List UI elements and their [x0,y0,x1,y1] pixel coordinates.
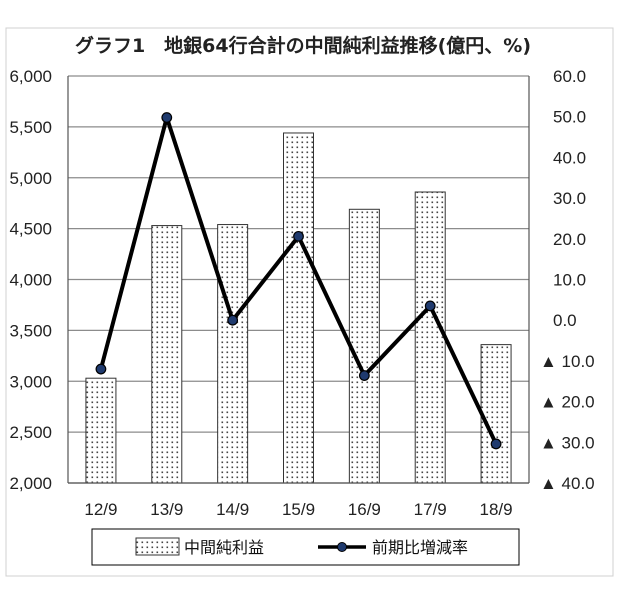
point-18/9 [490,438,502,450]
y-right-tick-label: 0.0 [553,311,577,330]
y-right-tick-label: ▲ 20.0 [540,393,595,412]
bar-13/9 [151,225,183,484]
bar-16/9 [348,208,380,484]
bar-12/9 [85,377,117,484]
y-left-tick-label: 2,500 [9,423,52,442]
y-left-tick-label: 4,500 [9,220,52,239]
x-tick-label: 17/9 [414,500,447,519]
legend-bar-label: 中間純利益 [184,538,264,557]
y-left-tick-label: 3,000 [9,372,52,391]
y-left-tick-label: 5,000 [9,169,52,188]
y-right-tick-label: 30.0 [553,189,586,208]
y-left-tick-label: 6,000 [9,67,52,86]
point-17/9 [424,300,436,312]
y-right-tick-label: ▲ 40.0 [540,474,595,493]
y-right-tick-label: 10.0 [553,271,586,290]
x-tick-label: 13/9 [150,500,183,519]
bar-18/9 [480,344,512,484]
legend-line-label: 前期比増減率 [372,538,468,557]
y-left-tick-label: 3,500 [9,321,52,340]
x-tick-label: 12/9 [84,500,117,519]
y-left-tick-label: 2,000 [9,474,52,493]
point-15/9 [293,230,304,242]
axes [67,76,530,484]
y-right-tick-label: 40.0 [553,148,586,167]
bar-14/9 [217,224,249,484]
x-tick-label: 15/9 [282,500,315,519]
y-right-tick-label: 60.0 [553,67,586,86]
y-right-tick-label: ▲ 30.0 [540,433,595,452]
point-12/9 [95,363,107,375]
point-14/9 [227,314,239,326]
x-tick-label: 18/9 [480,500,513,519]
point-13/9 [161,112,173,123]
bar-15/9 [283,132,314,484]
legend-line-marker [337,542,347,552]
chart-frame [5,27,614,577]
chart-title: グラフ1 地銀64行合計の中間純利益推移(億円、%) [75,34,531,57]
y-right-tick-label: 50.0 [553,108,586,127]
bar-17/9 [414,191,446,484]
legend: 中間純利益 前期比増減率 [91,528,520,566]
legend-bar-swatch [135,537,180,556]
bars [85,132,512,484]
point-16/9 [358,370,370,381]
x-tick-label: 16/9 [348,500,381,519]
y-left-tick-label: 4,000 [9,271,52,290]
y-left-tick-label: 5,500 [9,118,52,137]
y-right-tick-label: 20.0 [553,230,586,249]
y-right-tick-label: ▲ 10.0 [540,352,595,371]
line-series [95,112,502,450]
x-tick-label: 14/9 [216,500,249,519]
tick-labels: 2,000 2,500 3,000 3,500 4,000 4,500 5,000 5,500… [9,67,594,519]
